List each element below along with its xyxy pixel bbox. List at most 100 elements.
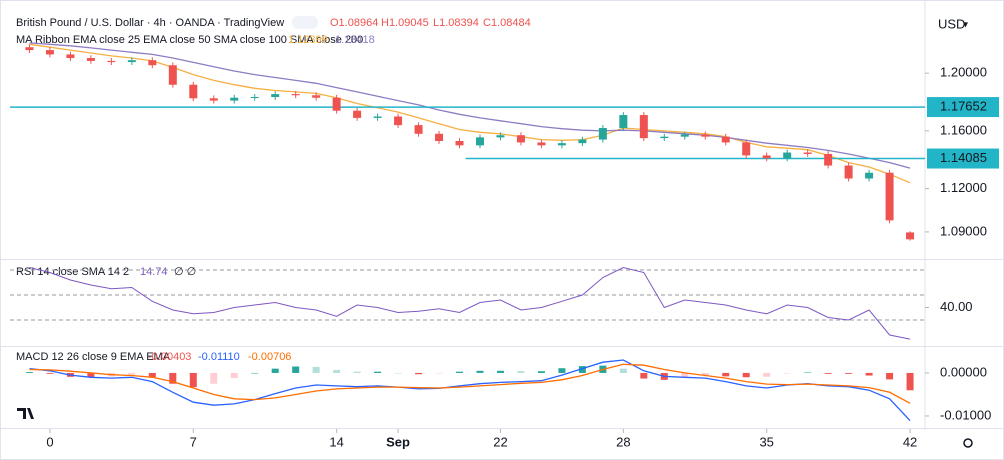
macd-histogram-bar xyxy=(865,372,873,376)
candle-body xyxy=(578,139,587,144)
macd-histogram-bar xyxy=(722,372,730,377)
candle-body xyxy=(394,116,403,126)
candle-body xyxy=(537,142,546,146)
tv-logo xyxy=(17,408,34,419)
macd-histogram-bar xyxy=(537,371,545,373)
candle-body xyxy=(45,50,54,55)
rsi-extra: ∅ ∅ xyxy=(174,266,196,278)
level-label: 1.17652 xyxy=(940,99,987,114)
macd-histogram-bar xyxy=(496,370,504,373)
macd-histogram-bar xyxy=(415,372,423,375)
candle-body xyxy=(127,60,136,63)
candle-body xyxy=(189,84,198,99)
macd-histogram-bar xyxy=(640,372,648,379)
candle-body xyxy=(906,232,915,240)
macd-value: -0.00403 xyxy=(148,351,191,363)
x-tick-label: 42 xyxy=(903,434,917,449)
macd-histogram-bar xyxy=(189,372,197,388)
candle-body xyxy=(209,98,218,101)
candle-body xyxy=(475,137,484,146)
macd-histogram-bar xyxy=(169,372,177,384)
candle-body xyxy=(844,165,853,179)
candle-body xyxy=(762,155,771,159)
macd-histogram-bar xyxy=(681,372,689,378)
macd-label: MACD 12 26 close 9 EMA EMA xyxy=(16,351,171,363)
candle-body xyxy=(721,136,730,143)
x-tick-label: 14 xyxy=(329,434,343,449)
level-label-box xyxy=(927,148,999,169)
ohlc-open: O1.08964 xyxy=(330,17,378,29)
indicator-label: MA Ribbon EMA close 25 EMA close 50 SMA … xyxy=(16,34,363,46)
macd-histogram-bar xyxy=(128,372,136,375)
candle-body xyxy=(619,115,628,129)
y-tick-label: 1.09000 xyxy=(940,223,987,238)
candle-body xyxy=(414,125,423,134)
candle-body xyxy=(865,172,874,179)
candle-body xyxy=(373,116,382,118)
currency-caret[interactable]: ▾ xyxy=(963,20,968,31)
toggle-icon[interactable] xyxy=(292,16,318,29)
macd-histogram-bar xyxy=(374,371,382,373)
macd-line xyxy=(29,363,911,404)
y-tick-label: -0.01000 xyxy=(940,407,991,422)
candle-body xyxy=(168,65,177,85)
macd-histogram-bar xyxy=(824,372,832,374)
candle-body xyxy=(332,97,341,111)
candle-body xyxy=(250,96,259,98)
candle-body xyxy=(148,60,157,66)
candle-body xyxy=(824,153,833,166)
macd-histogram-bar xyxy=(148,372,156,378)
y-tick-label: 1.20000 xyxy=(940,65,987,80)
macd-histogram-bar xyxy=(46,372,54,374)
candle-body xyxy=(455,140,464,146)
candle-body xyxy=(230,97,239,101)
candle-body xyxy=(639,115,648,139)
macd-histogram-bar xyxy=(292,366,300,373)
ma-value: 1.12399 xyxy=(288,34,328,46)
settings-icon[interactable] xyxy=(963,438,973,448)
candle-body xyxy=(660,136,669,139)
macd-histogram-bar xyxy=(558,368,566,373)
macd-histogram-bar xyxy=(25,372,33,373)
macd-histogram-bar xyxy=(906,372,914,391)
candle-body xyxy=(353,110,362,118)
x-tick-label: 22 xyxy=(493,434,507,449)
macd-histogram-bar xyxy=(619,368,627,373)
macd-value: -0.00706 xyxy=(248,351,291,363)
level-label-box xyxy=(927,97,999,118)
candle-body xyxy=(598,128,607,140)
macd-value: -0.01110 xyxy=(198,351,240,363)
candle-body xyxy=(742,142,751,156)
x-tick-label: 35 xyxy=(759,434,773,449)
symbol-title: British Pound / U.S. Dollar · 4h · OANDA… xyxy=(16,17,284,29)
macd-histogram-bar xyxy=(578,366,586,373)
macd-histogram-bar xyxy=(312,366,320,373)
y-tick-label: 0.00000 xyxy=(940,364,987,379)
candle-body xyxy=(516,135,525,143)
rsi-value: 14.74 xyxy=(140,266,168,278)
ma-value: 1.13418 xyxy=(335,34,375,46)
candle-body xyxy=(885,172,894,221)
candle-body xyxy=(312,95,321,98)
y-tick-label: 40.00 xyxy=(940,299,973,314)
macd-histogram-bar xyxy=(87,372,95,378)
y-tick-label: 1.12000 xyxy=(940,180,987,195)
x-tick-label: 28 xyxy=(616,434,630,449)
ohlc-close: C1.08484 xyxy=(483,17,531,29)
candle-body xyxy=(291,94,300,96)
y-tick-label: 1.16000 xyxy=(940,122,987,137)
macd-histogram-bar xyxy=(783,372,791,374)
macd-histogram-bar xyxy=(804,372,812,374)
candle-body xyxy=(25,47,34,51)
ma-line xyxy=(29,42,911,169)
macd-histogram-bar xyxy=(210,372,218,384)
x-tick-label: 7 xyxy=(190,434,197,449)
candle-body xyxy=(86,58,95,61)
candle-body xyxy=(271,94,280,97)
ohlc-high: H1.09045 xyxy=(381,17,429,29)
currency[interactable]: USD xyxy=(938,16,965,31)
candle-body xyxy=(783,152,792,159)
macd-line xyxy=(29,359,911,422)
macd-histogram-bar xyxy=(476,370,484,373)
